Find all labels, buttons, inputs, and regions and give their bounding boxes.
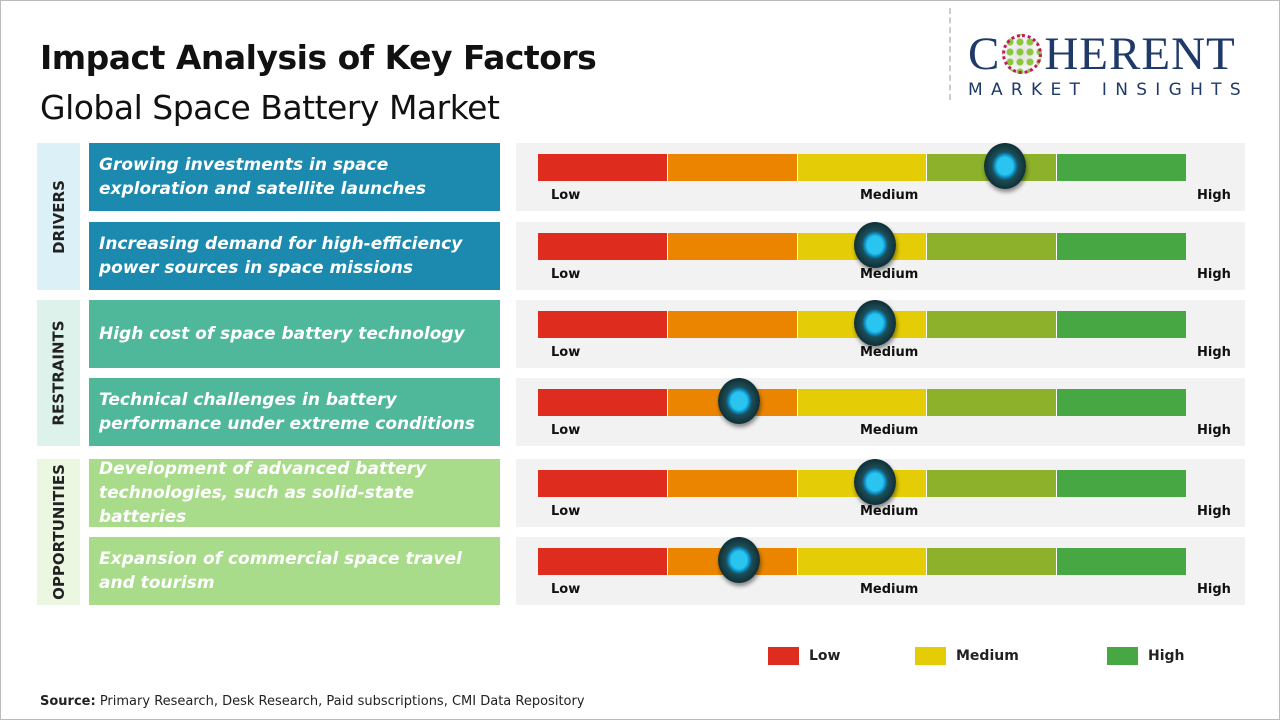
scale-high-label: High	[1197, 504, 1231, 519]
category-label: RESTRAINTS	[49, 320, 68, 426]
impact-knob-icon	[983, 143, 1026, 189]
page-title: Impact Analysis of Key Factors	[40, 38, 597, 77]
legend-high: High	[1107, 647, 1185, 665]
gauge-segment	[538, 233, 668, 260]
scale-medium-label: Medium	[860, 188, 919, 203]
impact-gauge: Low Medium High	[516, 222, 1245, 290]
impact-gauge: Low Medium High	[516, 459, 1245, 527]
logo-text-left: C	[968, 28, 1001, 80]
gauge-segment	[1057, 389, 1186, 416]
legend-swatch-low	[768, 647, 799, 665]
impact-knob-icon	[853, 222, 896, 268]
impact-gauge: Low Medium High	[516, 300, 1245, 368]
gauge-bar	[538, 154, 1186, 181]
legend-label: High	[1148, 648, 1185, 664]
impact-knob-icon	[717, 378, 760, 424]
scale-low-label: Low	[551, 423, 581, 438]
impact-gauge: Low Medium High	[516, 143, 1245, 211]
factor-text: High cost of space battery technology	[89, 300, 500, 368]
gauge-segment	[538, 154, 668, 181]
scale-high-label: High	[1197, 188, 1231, 203]
gauge-bar	[538, 548, 1186, 575]
scale-low-label: Low	[551, 345, 581, 360]
factor-text: Development of advanced battery technolo…	[89, 459, 500, 527]
gauge-segment	[538, 311, 668, 338]
gauge-segment	[667, 154, 798, 181]
scale-medium-label: Medium	[860, 582, 919, 597]
gauge-segment	[538, 470, 668, 497]
gauge-bar	[538, 389, 1186, 416]
gauge-segment	[797, 389, 928, 416]
gauge-segment	[927, 311, 1058, 338]
scale-high-label: High	[1197, 423, 1231, 438]
impact-gauge: Low Medium High	[516, 537, 1245, 605]
gauge-segment	[667, 470, 798, 497]
scale-medium-label: Medium	[860, 423, 919, 438]
source-label: Source:	[40, 694, 96, 709]
gauge-segment	[1057, 548, 1186, 575]
scale-low-label: Low	[551, 188, 581, 203]
gauge-bar	[538, 470, 1186, 497]
legend-swatch-high	[1107, 647, 1138, 665]
scale-low-label: Low	[551, 582, 581, 597]
legend-label: Low	[809, 648, 841, 664]
scale-high-label: High	[1197, 345, 1231, 360]
legend-medium: Medium	[915, 647, 1019, 665]
category-drivers: DRIVERS	[37, 143, 80, 290]
gauge-segment	[797, 154, 928, 181]
legend-swatch-medium	[915, 647, 946, 665]
impact-knob-icon	[853, 300, 896, 346]
globe-icon	[1002, 34, 1043, 74]
gauge-segment	[1057, 470, 1186, 497]
logo-divider	[949, 8, 951, 100]
factor-text: Expansion of commercial space travel and…	[89, 537, 500, 605]
scale-low-label: Low	[551, 504, 581, 519]
category-label: OPPORTUNITIES	[49, 464, 68, 600]
category-restraints: RESTRAINTS	[37, 300, 80, 446]
impact-knob-icon	[853, 459, 896, 505]
source-note: Source: Primary Research, Desk Research,…	[40, 694, 585, 709]
coherent-logo: C HERENT MARKET INSIGHTS	[968, 30, 1263, 100]
scale-medium-label: Medium	[860, 267, 919, 282]
legend-label: Medium	[956, 648, 1019, 664]
category-opportunities: OPPORTUNITIES	[37, 459, 80, 605]
gauge-segment	[538, 548, 668, 575]
scale-high-label: High	[1197, 267, 1231, 282]
gauge-segment	[667, 311, 798, 338]
gauge-segment	[538, 389, 668, 416]
gauge-segment	[1057, 311, 1186, 338]
page-subtitle: Global Space Battery Market	[40, 88, 500, 127]
factor-text: Increasing demand for high-efficiency po…	[89, 222, 500, 290]
logo-text-right: HERENT	[1044, 28, 1236, 80]
gauge-segment	[927, 470, 1058, 497]
impact-knob-icon	[717, 537, 760, 583]
scale-low-label: Low	[551, 267, 581, 282]
factor-text: Technical challenges in battery performa…	[89, 378, 500, 446]
gauge-segment	[927, 548, 1058, 575]
category-label: DRIVERS	[49, 179, 68, 254]
gauge-segment	[667, 233, 798, 260]
gauge-segment	[1057, 154, 1186, 181]
gauge-segment	[797, 548, 928, 575]
source-text: Primary Research, Desk Research, Paid su…	[95, 694, 585, 709]
scale-medium-label: Medium	[860, 504, 919, 519]
scale-high-label: High	[1197, 582, 1231, 597]
gauge-segment	[927, 389, 1058, 416]
logo-subtext: MARKET INSIGHTS	[968, 80, 1249, 100]
gauge-segment	[927, 233, 1058, 260]
impact-gauge: Low Medium High	[516, 378, 1245, 446]
scale-medium-label: Medium	[860, 345, 919, 360]
legend-low: Low	[768, 647, 840, 665]
factor-text: Growing investments in space exploration…	[89, 143, 500, 211]
gauge-segment	[1057, 233, 1186, 260]
